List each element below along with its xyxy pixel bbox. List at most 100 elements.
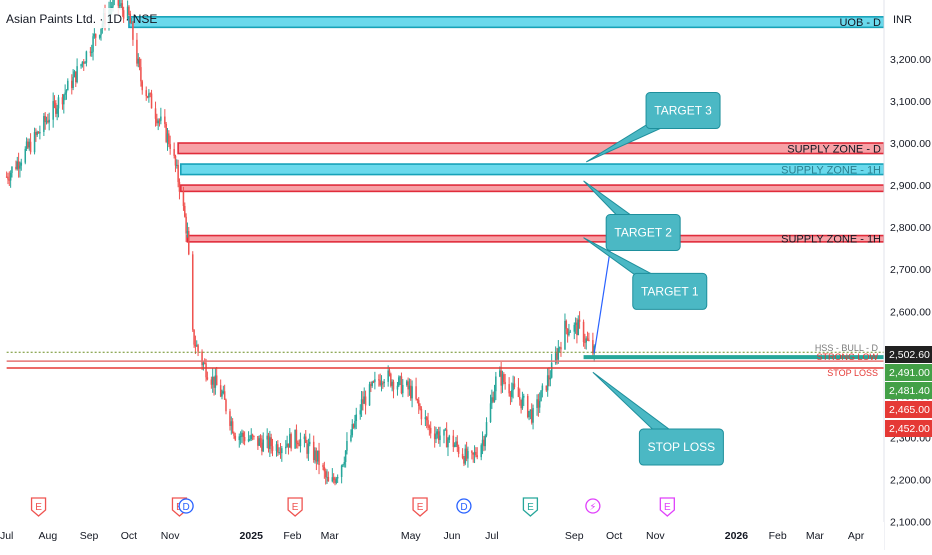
candle-body[interactable] — [314, 450, 316, 461]
candle[interactable] — [47, 113, 49, 124]
candle[interactable] — [8, 171, 11, 187]
candle-body[interactable] — [350, 435, 352, 441]
candle-body[interactable] — [184, 206, 186, 217]
candle[interactable] — [39, 125, 41, 140]
candle-body[interactable] — [312, 441, 315, 461]
candle-body[interactable] — [81, 61, 84, 65]
candle[interactable] — [205, 358, 207, 382]
candle[interactable] — [35, 128, 37, 142]
candle[interactable] — [415, 377, 417, 401]
candle-body[interactable] — [370, 384, 372, 386]
candle[interactable] — [11, 166, 13, 178]
candle-body[interactable] — [471, 451, 473, 453]
candle-body[interactable] — [258, 438, 260, 446]
candle[interactable] — [15, 160, 17, 171]
candle[interactable] — [308, 433, 311, 447]
price-label-box[interactable] — [885, 420, 932, 437]
candle-body[interactable] — [67, 80, 69, 91]
candle-body[interactable] — [191, 254, 194, 330]
candle-body[interactable] — [511, 390, 513, 397]
candle[interactable] — [76, 58, 78, 84]
candle[interactable] — [193, 329, 195, 348]
candle-body[interactable] — [343, 462, 346, 465]
candle[interactable] — [540, 390, 542, 402]
candle[interactable] — [444, 427, 447, 431]
candle[interactable] — [43, 113, 45, 137]
candle-body[interactable] — [331, 477, 334, 482]
candle[interactable] — [278, 447, 280, 455]
candle[interactable] — [508, 377, 510, 397]
candle[interactable] — [315, 447, 318, 471]
candle-body[interactable] — [43, 116, 45, 132]
candles-layer[interactable] — [5, 0, 595, 486]
candle[interactable] — [290, 432, 292, 452]
candle[interactable] — [45, 116, 48, 125]
candle-body[interactable] — [336, 476, 339, 479]
candle-body[interactable] — [241, 432, 243, 437]
x-tick-label[interactable]: May — [401, 530, 422, 542]
candle-body[interactable] — [156, 118, 158, 124]
candle-body[interactable] — [177, 164, 179, 182]
candle-body[interactable] — [448, 435, 451, 440]
y-tick-label[interactable]: 2,100.00 — [890, 517, 931, 529]
candle[interactable] — [541, 383, 544, 398]
candle[interactable] — [529, 409, 532, 420]
candle[interactable] — [314, 447, 316, 464]
candle[interactable] — [332, 473, 335, 484]
candle[interactable] — [233, 431, 235, 439]
candle-body[interactable] — [130, 22, 133, 24]
candle[interactable] — [398, 375, 400, 388]
x-tick-label[interactable]: Jun — [444, 530, 461, 542]
candle[interactable] — [19, 161, 21, 178]
candle-body[interactable] — [327, 476, 330, 482]
candle-body[interactable] — [344, 450, 347, 463]
candle[interactable] — [457, 444, 460, 458]
candle[interactable] — [352, 423, 355, 429]
candle-body[interactable] — [380, 382, 383, 386]
price-axis[interactable]: 2,100.002,200.002,300.002,400.002,500.00… — [883, 0, 932, 550]
candle[interactable] — [231, 418, 234, 434]
candle[interactable] — [80, 63, 82, 69]
event-marker-D[interactable]: D — [456, 498, 472, 514]
event-circle[interactable] — [585, 498, 601, 514]
x-tick-label[interactable]: Apr — [848, 530, 865, 542]
candle[interactable] — [504, 373, 506, 390]
candle-body[interactable] — [475, 451, 477, 456]
candle-body[interactable] — [174, 155, 177, 166]
candle[interactable] — [344, 450, 347, 468]
candle-body[interactable] — [145, 90, 147, 97]
candle-body[interactable] — [519, 396, 521, 400]
candle[interactable] — [37, 131, 40, 134]
candle[interactable] — [560, 341, 562, 357]
candle-body[interactable] — [238, 436, 241, 441]
candle[interactable] — [98, 34, 101, 40]
candle[interactable] — [89, 47, 92, 57]
candle[interactable] — [355, 407, 358, 430]
candle[interactable] — [417, 397, 420, 414]
candle-body[interactable] — [126, 6, 129, 19]
candle[interactable] — [407, 377, 409, 397]
event-marker-E[interactable]: E — [659, 497, 675, 517]
candle[interactable] — [238, 433, 241, 448]
candle-body[interactable] — [35, 132, 37, 135]
candle-body[interactable] — [420, 408, 423, 420]
x-tick-label[interactable]: Feb — [283, 530, 301, 542]
candle[interactable] — [94, 33, 97, 46]
candle[interactable] — [28, 138, 31, 151]
candle-body[interactable] — [495, 376, 497, 392]
candle-body[interactable] — [290, 434, 292, 449]
candle-body[interactable] — [577, 319, 580, 336]
candle-body[interactable] — [508, 384, 510, 394]
x-tick-label[interactable]: Oct — [121, 530, 137, 542]
candle-body[interactable] — [316, 450, 319, 462]
candle-body[interactable] — [169, 144, 171, 150]
candle-body[interactable] — [427, 420, 429, 427]
candle-body[interactable] — [565, 320, 568, 329]
candle[interactable] — [112, 0, 114, 12]
candle[interactable] — [465, 441, 468, 462]
candle[interactable] — [148, 89, 150, 103]
candle[interactable] — [250, 428, 253, 441]
candle[interactable] — [453, 442, 456, 448]
candle[interactable] — [350, 429, 352, 443]
candle[interactable] — [550, 353, 553, 379]
